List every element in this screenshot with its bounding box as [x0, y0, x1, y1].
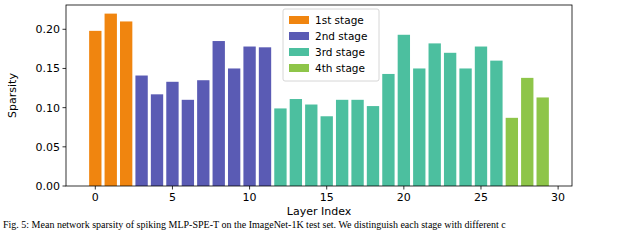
x-tick-label: 5 [169, 191, 176, 204]
x-tick-label: 20 [397, 191, 411, 204]
bar [321, 116, 333, 186]
bar [151, 94, 163, 186]
bar [506, 118, 518, 186]
legend-label: 2nd stage [315, 30, 368, 42]
x-tick-label: 25 [474, 191, 488, 204]
bar [197, 80, 209, 186]
bar [521, 78, 533, 186]
bar [336, 100, 348, 186]
y-axis-label: Sparsity [6, 73, 19, 118]
x-tick [480, 186, 481, 190]
legend-swatch [289, 64, 309, 72]
bar [305, 105, 317, 186]
y-tick-label: 0.05 [36, 141, 61, 154]
x-tick-label: 10 [243, 191, 257, 204]
legend: 1st stage 2nd stage 3rd stage 4th stage [283, 9, 379, 81]
legend-swatch [289, 16, 309, 24]
bar [259, 47, 271, 186]
bar [382, 74, 394, 186]
bar [243, 47, 255, 186]
legend-box [283, 9, 379, 81]
bar [490, 61, 502, 186]
legend-label: 1st stage [315, 14, 364, 26]
bar [105, 14, 117, 186]
bar [89, 31, 101, 186]
bar [274, 108, 286, 186]
bar [537, 97, 549, 186]
bar [166, 82, 178, 186]
y-tick-label: 0.00 [36, 180, 61, 193]
x-tick [326, 186, 327, 190]
bar [182, 100, 194, 186]
bar [135, 76, 147, 186]
bar [475, 47, 487, 186]
x-tick [403, 186, 404, 190]
x-tick-label: 30 [551, 191, 565, 204]
bars [89, 14, 549, 186]
bar [398, 35, 410, 186]
bar [351, 100, 363, 186]
legend-label: 4th stage [315, 62, 365, 74]
bar [290, 99, 302, 186]
y-tick [63, 107, 67, 108]
caption: Fig. 5: Mean network sparsity of spiking… [3, 219, 506, 230]
bar [459, 68, 471, 186]
y-tick-label: 0.15 [36, 62, 61, 75]
bar [429, 43, 441, 186]
chart: 0.00 0.05 0.10 0.15 0.20 0 5 10 15 20 25 30 Layer In… [0, 0, 640, 232]
bar [120, 21, 132, 186]
x-tick [95, 186, 96, 190]
bar [228, 68, 240, 186]
legend-swatch [289, 48, 309, 56]
bar [213, 41, 225, 186]
x-tick [172, 186, 173, 190]
legend-label: 3rd stage [315, 46, 365, 58]
plot-frame [66, 5, 572, 186]
x-axis-label: Layer Index [287, 205, 352, 218]
x-tick-label: 0 [92, 191, 99, 204]
y-tick-label: 0.10 [36, 102, 61, 115]
y-tick [63, 186, 67, 187]
y-tick [63, 146, 67, 147]
bar [444, 53, 456, 186]
bar [367, 106, 379, 186]
y-tick-label: 0.20 [36, 23, 61, 36]
legend-swatch [289, 32, 309, 40]
y-tick [63, 68, 67, 69]
x-tick [558, 186, 559, 190]
y-tick [63, 29, 67, 30]
x-tick [249, 186, 250, 190]
bar [413, 68, 425, 186]
x-tick-label: 15 [320, 191, 334, 204]
